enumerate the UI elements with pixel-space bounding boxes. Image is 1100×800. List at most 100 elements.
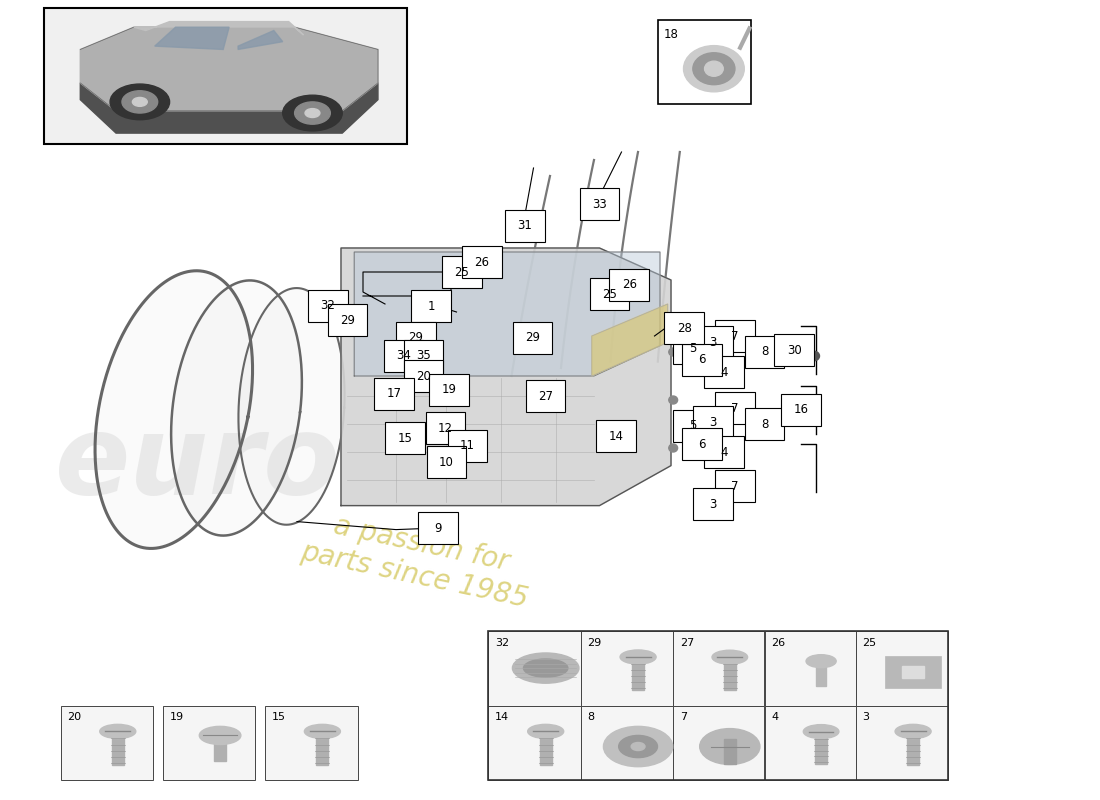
Bar: [816, 662, 826, 686]
Text: 20: 20: [416, 370, 431, 382]
Bar: [673, 706, 764, 780]
Text: 7: 7: [732, 402, 738, 414]
Ellipse shape: [295, 102, 330, 124]
Text: 33: 33: [592, 198, 607, 210]
Bar: [693, 326, 733, 358]
Ellipse shape: [305, 724, 340, 738]
Ellipse shape: [712, 650, 748, 664]
Text: 29: 29: [408, 331, 424, 344]
Bar: [815, 733, 827, 765]
Bar: [693, 488, 733, 520]
Bar: [581, 706, 673, 780]
Text: 7: 7: [732, 330, 738, 342]
Bar: [427, 446, 466, 478]
Text: 30: 30: [786, 344, 802, 357]
Text: 15: 15: [397, 432, 412, 445]
Text: 25: 25: [862, 638, 877, 648]
Bar: [632, 658, 645, 690]
Bar: [526, 380, 565, 412]
Bar: [673, 631, 764, 706]
Text: 7: 7: [680, 712, 686, 722]
Text: 19: 19: [441, 383, 456, 396]
Text: 25: 25: [454, 266, 470, 278]
Text: 29: 29: [587, 638, 602, 648]
Polygon shape: [134, 22, 304, 35]
Text: 19: 19: [169, 712, 184, 722]
Ellipse shape: [305, 109, 320, 118]
Polygon shape: [95, 270, 253, 549]
Bar: [590, 278, 629, 310]
Text: 34: 34: [396, 350, 411, 362]
Text: 11: 11: [460, 439, 475, 452]
Text: 15: 15: [272, 712, 286, 722]
Text: 29: 29: [340, 314, 355, 326]
Text: 27: 27: [680, 638, 694, 648]
Text: 27: 27: [538, 390, 553, 402]
Bar: [693, 406, 733, 438]
Bar: [404, 360, 443, 392]
Bar: [908, 733, 920, 765]
Bar: [429, 374, 469, 406]
Bar: [448, 430, 487, 462]
Bar: [704, 356, 744, 388]
Polygon shape: [239, 288, 344, 525]
Text: 35: 35: [416, 350, 431, 362]
Bar: [328, 304, 367, 336]
Bar: [385, 422, 425, 454]
Text: 26: 26: [621, 278, 637, 291]
Bar: [404, 340, 443, 372]
Bar: [781, 394, 821, 426]
Ellipse shape: [631, 742, 645, 750]
Text: 26: 26: [474, 256, 490, 269]
Text: 17: 17: [386, 387, 402, 400]
Bar: [682, 428, 722, 460]
Text: 4: 4: [771, 712, 778, 722]
Bar: [374, 378, 414, 410]
Text: 14: 14: [495, 712, 509, 722]
Text: 12: 12: [438, 422, 453, 434]
Bar: [902, 666, 924, 678]
Ellipse shape: [618, 735, 658, 758]
Bar: [317, 733, 329, 765]
Bar: [426, 412, 465, 444]
Text: 10: 10: [439, 456, 454, 469]
Bar: [682, 344, 722, 376]
Polygon shape: [341, 248, 671, 506]
Text: 31: 31: [517, 219, 532, 232]
Text: 8: 8: [587, 712, 594, 722]
Text: a passion for
parts since 1985: a passion for parts since 1985: [298, 506, 538, 614]
Text: 6: 6: [698, 438, 705, 450]
Bar: [214, 737, 227, 761]
Ellipse shape: [283, 95, 342, 131]
Ellipse shape: [199, 726, 241, 745]
Ellipse shape: [524, 659, 568, 677]
Text: 3: 3: [710, 336, 716, 349]
Text: 3: 3: [710, 498, 716, 510]
Ellipse shape: [683, 46, 745, 92]
Text: 32: 32: [320, 299, 336, 312]
Bar: [856, 631, 948, 706]
Text: 3: 3: [862, 712, 869, 722]
Text: 8: 8: [761, 418, 768, 430]
Bar: [658, 20, 751, 104]
Bar: [724, 658, 736, 690]
Bar: [462, 246, 502, 278]
Bar: [384, 340, 424, 372]
Ellipse shape: [895, 724, 931, 738]
Ellipse shape: [620, 650, 656, 664]
Bar: [745, 336, 784, 368]
Bar: [540, 733, 552, 765]
Bar: [513, 322, 552, 354]
Text: 16: 16: [793, 403, 808, 416]
Text: 3: 3: [710, 416, 716, 429]
Text: euro: euro: [55, 410, 341, 518]
Text: 5: 5: [690, 342, 696, 354]
Bar: [745, 408, 784, 440]
Ellipse shape: [110, 84, 169, 120]
Bar: [724, 738, 736, 765]
Text: 4: 4: [720, 446, 727, 458]
Bar: [664, 312, 704, 344]
Bar: [505, 210, 544, 242]
Text: 6: 6: [698, 354, 705, 366]
Ellipse shape: [704, 61, 724, 76]
